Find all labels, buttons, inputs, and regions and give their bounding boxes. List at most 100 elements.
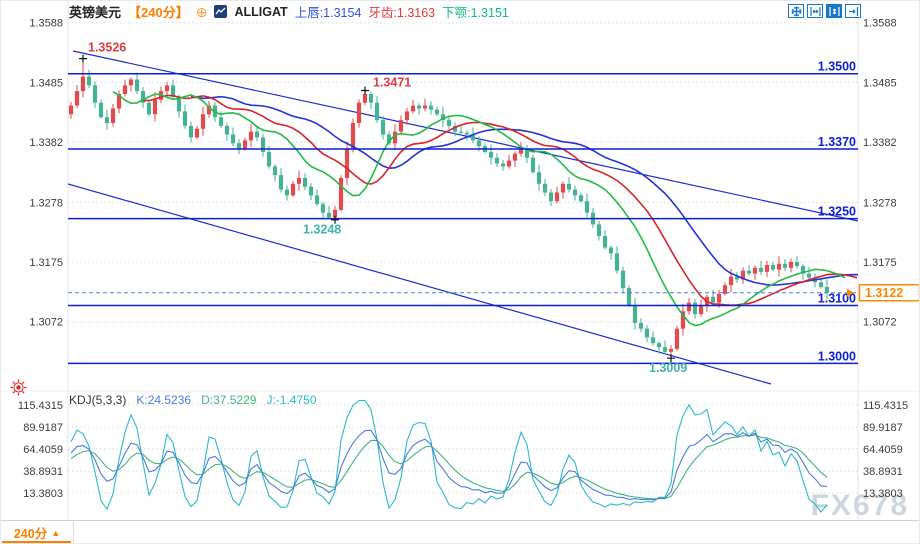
trendlines[interactable] (68, 50, 858, 385)
price-axis-label-right: 1.3278 (863, 197, 897, 209)
sr-lines[interactable]: 1.3500 1.3370 1.3250 1.3100 1.3000 (68, 60, 858, 365)
kdj-axis-label-left: 13.3803 (23, 488, 63, 500)
candle-body (632, 305, 638, 323)
candle-body (524, 149, 530, 158)
candle-body (266, 151, 272, 167)
symbol-title: 英镑美元 (69, 5, 122, 20)
sr-line-label: 1.3250 (818, 205, 856, 219)
kdj-axis-label-right: 115.4315 (863, 400, 908, 412)
candle-body (104, 117, 110, 123)
annotation-label: 1.3248 (303, 223, 341, 237)
candle-body (290, 183, 296, 196)
candle-body (428, 105, 434, 110)
candle-body (614, 253, 620, 271)
candle-body (512, 153, 518, 161)
candle-body (92, 85, 98, 103)
candle-body (176, 96, 182, 112)
kdj-axis-label-right: 13.3803 (863, 488, 903, 500)
candle-body (386, 134, 392, 144)
candle-body (662, 347, 668, 352)
alligator-jaw-line (190, 95, 858, 286)
kdj-title: KDJ(5,3,3) (69, 393, 127, 407)
candle-body (224, 125, 230, 135)
candle-body (80, 76, 86, 92)
candle-body (734, 276, 740, 280)
move-tool-icon[interactable] (788, 4, 804, 18)
candle-body (554, 192, 560, 202)
candle-body (764, 264, 770, 272)
candle-body (248, 131, 254, 141)
kdj-lines (70, 399, 828, 513)
alligator-jaw-value: 下颚:1.3151 (442, 6, 509, 20)
kdj-gridlines: 115.4315 115.4315 89.9187 89.9187 64.4059 64.… (18, 400, 908, 500)
candle-body (650, 337, 656, 344)
candle-body (668, 348, 674, 352)
candle-body (470, 134, 476, 141)
timeframe-button[interactable]: 240分 ▲ (1, 521, 74, 543)
chart-header: 英镑美元 【240分】 ⊕ ALLIGAT 上唇:1.3154 牙齿:1.316… (69, 2, 509, 21)
candle-body (680, 311, 686, 329)
candle-body (500, 163, 506, 167)
candle-body (200, 114, 206, 129)
candle-body (398, 120, 404, 132)
candle-body (404, 111, 410, 121)
candle-body (686, 302, 692, 312)
candle-body (284, 189, 290, 196)
zoom-in-icon[interactable] (826, 4, 842, 18)
kdj-j-value: J:-1.4750 (266, 393, 317, 407)
candle-body (758, 267, 764, 272)
kdj-axis-label-right: 64.4059 (863, 444, 903, 456)
candle-body (140, 91, 146, 103)
indicator-settings-icon[interactable] (10, 379, 27, 401)
candle-body (242, 140, 248, 150)
kdj-axis-label-left: 89.9187 (23, 422, 63, 434)
candle-body (410, 105, 416, 112)
sr-line-label: 1.3000 (818, 349, 856, 363)
annotation-label: 1.3526 (88, 41, 126, 55)
candles-layer (68, 58, 830, 359)
candle-body (458, 131, 464, 133)
candle-body (578, 195, 584, 202)
candle-body (278, 175, 284, 190)
candle-body (122, 85, 128, 94)
candle-body (596, 224, 602, 236)
candle-body (434, 109, 440, 115)
sr-line-label: 1.3370 (818, 135, 856, 149)
candle-body (674, 328, 680, 349)
price-axis-label-left: 1.3278 (29, 197, 63, 209)
candle-body (740, 270, 746, 280)
candle-body (638, 322, 644, 329)
candle-body (332, 209, 338, 218)
alligator-teeth-value: 牙齿:1.3163 (368, 6, 436, 20)
candle-body (296, 178, 302, 184)
jump-to-latest-icon[interactable] (845, 4, 861, 18)
candle-body (548, 192, 554, 202)
price-axis-label-right: 1.3588 (863, 18, 897, 30)
price-axis-label-left: 1.3175 (29, 257, 63, 269)
indicator-chart-icon[interactable] (214, 5, 228, 18)
candle-body (206, 105, 212, 115)
candle-body (800, 266, 806, 274)
current-price-marker-icon (847, 288, 854, 297)
candle-body (566, 183, 572, 190)
kdj-axis-label-left: 115.4315 (18, 400, 63, 412)
candle-body (722, 285, 728, 294)
annotation-label: 1.3471 (373, 76, 411, 90)
add-indicator-icon[interactable]: ⊕ (195, 3, 208, 20)
candle-body (164, 85, 170, 92)
kdj-d-value: D:37.5229 (201, 393, 257, 407)
candle-body (782, 263, 788, 268)
zoom-out-icon[interactable] (807, 4, 823, 18)
candle-body (716, 293, 722, 303)
candle-body (746, 270, 752, 274)
candle-body (794, 262, 800, 267)
candle-body (74, 91, 80, 106)
candle-body (314, 195, 320, 205)
candle-body (818, 282, 824, 287)
kdj-j-line (70, 399, 828, 513)
sr-line-label: 1.3500 (818, 60, 856, 74)
candle-body (536, 172, 542, 184)
candle-body (260, 137, 266, 152)
candle-body (236, 143, 242, 150)
